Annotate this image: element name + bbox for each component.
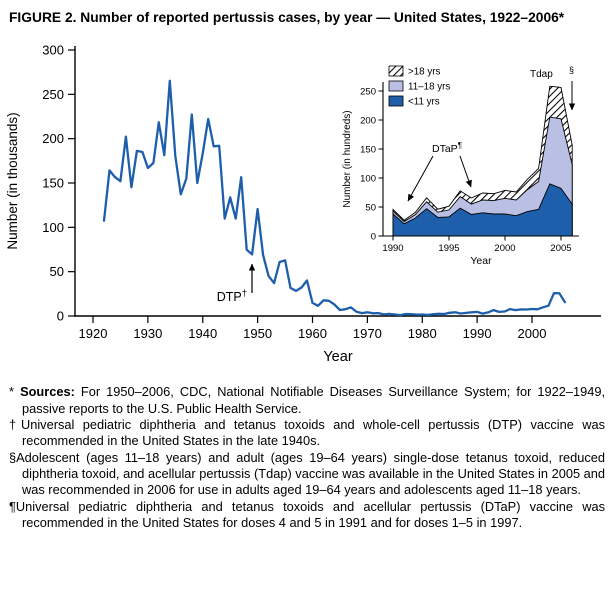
figure-container: FIGURE 2. Number of reported pertussis c… [0, 10, 613, 531]
footnote-2: †Universal pediatric diphtheria and teta… [9, 416, 605, 449]
y-tick-label: 0 [57, 309, 64, 324]
x-tick-label: 1920 [79, 326, 108, 341]
inset-y-tick-label: 200 [360, 116, 376, 127]
footnote-3: §Adolescent (ages 11–18 years) and adult… [9, 449, 605, 498]
footnote-1: * Sources: For 1950–2006, CDC, National … [9, 384, 606, 416]
inset-y-tick-label: 50 [365, 203, 376, 214]
x-tick-label: 2000 [518, 326, 547, 341]
main-x-axis-title: Year [323, 349, 352, 365]
main-y-axis-title: Number (in thousands) [5, 113, 20, 250]
legend-label-3: <11 yrs [408, 97, 440, 108]
x-tick-label: 1980 [408, 326, 437, 341]
footnotes: * Sources: For 1950–2006, CDC, National … [0, 378, 613, 531]
x-tick-label: 1970 [353, 326, 382, 341]
x-tick-label: 1960 [298, 326, 327, 341]
pertussis-cases-line [102, 79, 567, 317]
x-tick-label: 1990 [463, 326, 492, 341]
y-tick-label: 100 [42, 220, 64, 235]
y-tick-label: 50 [50, 264, 64, 279]
x-tick-label: 1930 [133, 326, 162, 341]
legend-label-2: 11–18 yrs [408, 82, 450, 93]
figure-title: FIGURE 2. Number of reported pertussis c… [9, 10, 565, 25]
y-tick-label: 300 [42, 43, 64, 58]
x-tick-label: 1950 [243, 326, 272, 341]
footnote-symbol: ¶ [9, 498, 16, 514]
pertussis-chart: 0 50 100 150 200 250 300 1920 1930 1940 1950 1960 19… [5, 43, 602, 365]
inset-x-tick-label: 1995 [438, 243, 459, 254]
legend-swatch-2 [388, 80, 404, 92]
legend-swatch-1 [388, 65, 404, 77]
legend-swatch-3 [388, 95, 404, 107]
inset-x-tick-label: 1990 [382, 243, 403, 254]
dtap-annotation: DTaP¶ [432, 141, 462, 155]
inset-x-tick-label: 2000 [494, 243, 515, 254]
y-tick-label: 200 [42, 131, 64, 146]
inset-y-axis-title: Number (in hundreds) [342, 111, 353, 208]
dtp-annotation: DTP† [217, 288, 247, 304]
footnote-bold-label: Sources: [20, 384, 75, 400]
x-tick-label: 1940 [188, 326, 217, 341]
inset-x-axis-title: Year [470, 255, 492, 267]
inset-y-tick-label: 100 [360, 174, 376, 185]
inset-y-tick-label: 250 [360, 87, 376, 98]
footnote-4: ¶Universal pediatric diphtheria and teta… [9, 498, 605, 531]
tdap-annotation-symbol: § [569, 65, 574, 75]
y-tick-label: 150 [42, 176, 64, 191]
area-11-18yrs [392, 116, 573, 237]
y-tick-label: 250 [42, 87, 64, 102]
legend-label-1: >18 yrs [408, 67, 441, 78]
inset-y-tick-label: 0 [371, 232, 376, 243]
footnote-symbol: § [9, 449, 17, 465]
inset-x-tick-label: 2005 [550, 243, 571, 254]
footnote-symbol: † [9, 416, 21, 432]
tdap-annotation: Tdap [530, 69, 553, 80]
dtap-arrow-right [459, 156, 472, 188]
dtap-arrow-left [407, 155, 434, 202]
inset-y-tick-label: 150 [360, 145, 376, 156]
area-under-11yrs [392, 183, 573, 237]
footnote-symbol: * [9, 384, 21, 400]
